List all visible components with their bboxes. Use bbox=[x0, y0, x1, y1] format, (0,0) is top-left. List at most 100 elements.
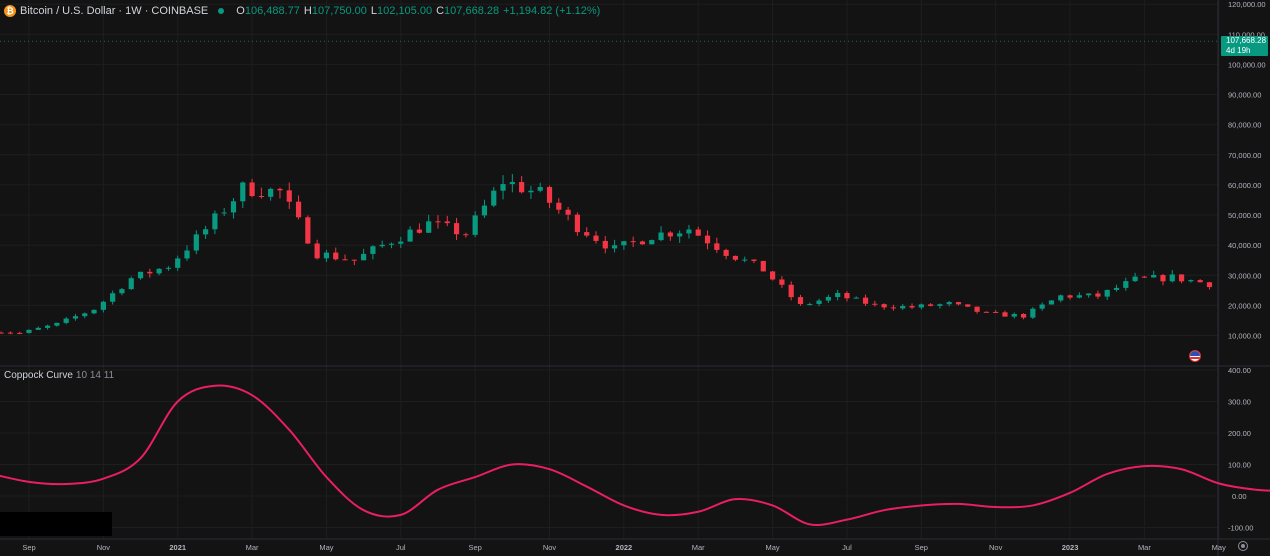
price-tick-label: 30,000.00 bbox=[1228, 271, 1261, 280]
candle bbox=[481, 199, 488, 218]
candle-body bbox=[119, 289, 125, 294]
price-tick-label: 60,000.00 bbox=[1228, 181, 1261, 190]
axis-settings-icon[interactable] bbox=[1238, 541, 1248, 551]
candle bbox=[890, 304, 897, 311]
candle bbox=[1058, 294, 1064, 303]
candle bbox=[1104, 289, 1110, 300]
candle-body bbox=[983, 311, 989, 313]
candle bbox=[147, 268, 153, 278]
candle bbox=[732, 255, 739, 262]
candle bbox=[611, 239, 618, 253]
candle bbox=[556, 198, 562, 214]
candle bbox=[314, 239, 320, 260]
time-tick-label: Mar bbox=[692, 543, 705, 552]
candle bbox=[17, 331, 23, 335]
candle-body bbox=[1039, 304, 1045, 309]
candle-body bbox=[909, 306, 915, 308]
candle bbox=[7, 331, 14, 335]
candle bbox=[1123, 277, 1129, 291]
indicator-legend[interactable]: Coppock Curve 10 14 11 bbox=[4, 370, 114, 381]
candle bbox=[193, 230, 199, 255]
candle bbox=[751, 259, 757, 264]
time-tick-label: 2023 bbox=[1062, 543, 1079, 552]
candle-body bbox=[156, 268, 162, 274]
candle-body bbox=[7, 332, 14, 334]
candle-body bbox=[714, 243, 720, 250]
candle bbox=[221, 207, 227, 217]
candle bbox=[1048, 300, 1055, 305]
candle bbox=[704, 230, 711, 250]
candle-body bbox=[444, 221, 450, 224]
candle bbox=[1197, 279, 1203, 283]
candle bbox=[723, 248, 729, 260]
candle-body bbox=[435, 221, 441, 223]
candle-body bbox=[379, 244, 385, 247]
candle bbox=[82, 312, 88, 319]
candle bbox=[184, 245, 190, 261]
candle-body bbox=[0, 332, 4, 334]
candle-body bbox=[1151, 275, 1157, 278]
candle-body bbox=[1197, 280, 1203, 283]
candle-body bbox=[658, 232, 664, 241]
candle-body bbox=[1169, 274, 1175, 282]
candle-body bbox=[203, 229, 209, 235]
candle bbox=[500, 175, 506, 200]
candle bbox=[230, 198, 237, 219]
candle bbox=[26, 329, 32, 334]
candle bbox=[928, 303, 934, 307]
symbol-title[interactable]: Bitcoin / U.S. Dollar · 1W · COINBASE bbox=[20, 5, 209, 17]
ohlc-low: L102,105.00 bbox=[370, 5, 433, 17]
indicator-tick-label: 100.00 bbox=[1228, 461, 1251, 470]
candle-body bbox=[388, 243, 395, 245]
candle-body bbox=[1178, 274, 1185, 282]
candle bbox=[240, 181, 246, 209]
candle bbox=[305, 215, 311, 244]
candle bbox=[100, 300, 106, 313]
candle-body bbox=[184, 250, 190, 259]
candle bbox=[1188, 279, 1194, 283]
candle-body bbox=[593, 235, 599, 241]
candle-body bbox=[955, 302, 962, 305]
candle-body bbox=[230, 201, 237, 213]
candle bbox=[546, 185, 553, 209]
candle-body bbox=[110, 293, 116, 302]
candle-body bbox=[928, 304, 934, 306]
candle bbox=[361, 248, 367, 261]
candle bbox=[993, 310, 999, 313]
candle-body bbox=[286, 190, 292, 202]
candle bbox=[760, 260, 766, 272]
candle-body bbox=[463, 234, 469, 236]
candle-body bbox=[165, 267, 172, 269]
time-tick-label: 2021 bbox=[169, 543, 186, 552]
price-tick-label: 120,000.00 bbox=[1228, 0, 1266, 9]
candle-body bbox=[370, 246, 376, 254]
time-tick-label: Sep bbox=[468, 543, 481, 552]
candle-body bbox=[1113, 287, 1120, 290]
candle-body bbox=[546, 187, 553, 203]
candle-body bbox=[556, 202, 562, 210]
candle-body bbox=[193, 234, 199, 251]
candle bbox=[416, 223, 422, 234]
candle-body bbox=[835, 293, 841, 297]
candle-body bbox=[268, 188, 274, 197]
candle-body bbox=[918, 304, 924, 308]
candle-body bbox=[361, 253, 367, 261]
candle bbox=[909, 303, 915, 310]
candle-body bbox=[751, 259, 757, 261]
price-tick-label: 90,000.00 bbox=[1228, 91, 1261, 100]
candle bbox=[1086, 293, 1092, 298]
grid-lines bbox=[0, 0, 1220, 539]
candle-body bbox=[946, 302, 952, 305]
candle bbox=[528, 185, 534, 199]
candle-body bbox=[128, 278, 134, 290]
candle-body bbox=[1086, 293, 1092, 296]
candle bbox=[370, 245, 376, 260]
candle-body bbox=[677, 233, 683, 237]
candle-body bbox=[528, 190, 534, 193]
candle bbox=[1095, 290, 1101, 299]
candle-body bbox=[481, 205, 488, 216]
candle-body bbox=[1048, 300, 1055, 305]
us-flag-icon[interactable] bbox=[1189, 350, 1201, 362]
candle-body bbox=[509, 182, 515, 185]
